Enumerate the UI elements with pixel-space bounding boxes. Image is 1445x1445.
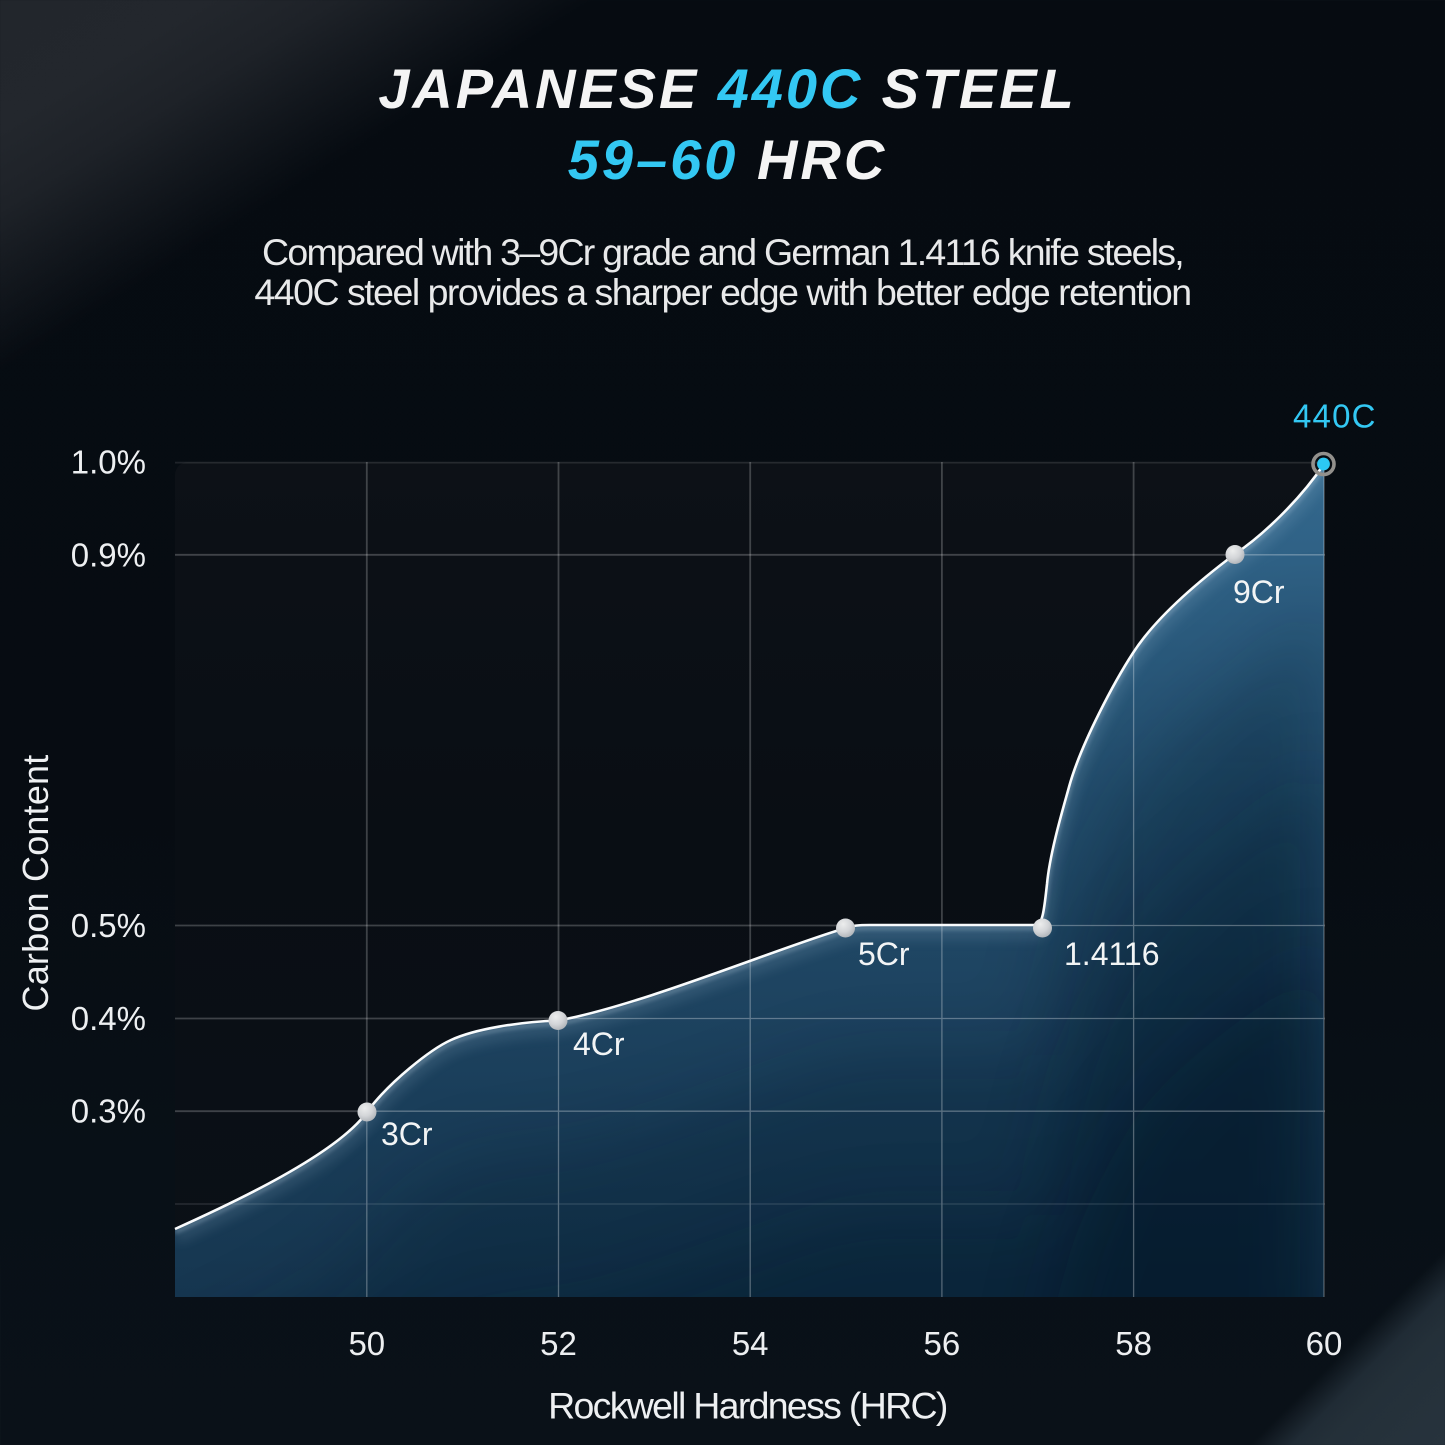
svg-text:9Cr: 9Cr [1233,574,1285,610]
svg-text:0.4%: 0.4% [71,1000,146,1037]
svg-text:3Cr: 3Cr [381,1116,433,1152]
svg-text:4Cr: 4Cr [573,1026,625,1062]
svg-text:1.0%: 1.0% [71,444,146,481]
svg-text:0.3%: 0.3% [71,1093,146,1130]
svg-text:52: 52 [540,1325,577,1362]
svg-text:58: 58 [1115,1325,1152,1362]
svg-text:50: 50 [348,1325,385,1362]
svg-text:5Cr: 5Cr [858,936,910,972]
svg-text:0.5%: 0.5% [71,907,146,944]
svg-text:440C: 440C [1293,398,1377,435]
svg-text:0.9%: 0.9% [71,536,146,573]
svg-text:Rockwell Hardness (HRC): Rockwell Hardness (HRC) [548,1385,947,1427]
svg-text:56: 56 [924,1325,961,1362]
svg-text:60: 60 [1306,1325,1343,1362]
svg-text:1.4116: 1.4116 [1064,936,1160,972]
svg-text:54: 54 [732,1325,769,1362]
svg-text:Carbon Content: Carbon Content [15,755,56,1012]
